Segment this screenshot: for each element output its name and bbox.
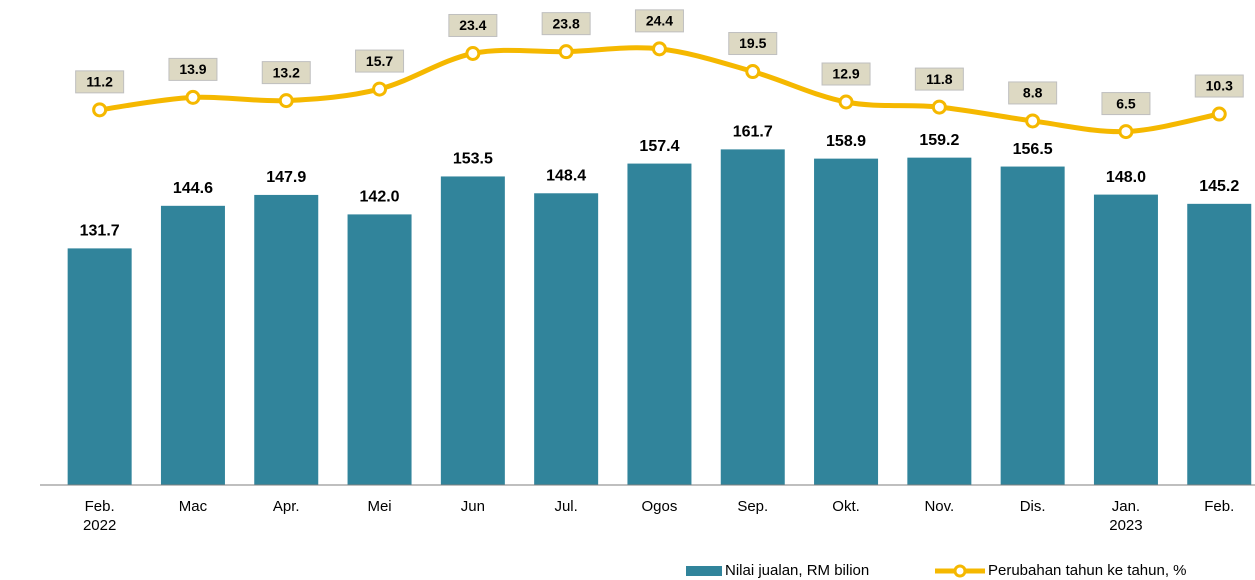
x-tick-label: Nov. [924, 498, 955, 515]
line-value-label: 23.4 [459, 17, 486, 33]
line-point [838, 94, 854, 110]
bar-value-label: 144.6 [173, 180, 213, 197]
legend-label: Nilai jualan, RM bilion [725, 562, 869, 579]
bar [720, 149, 785, 485]
bar [347, 214, 412, 485]
x-tick-label: Mac [178, 498, 208, 515]
line-point [651, 41, 667, 57]
x-tick-label: Jun [460, 498, 485, 515]
line-value-label: 12.9 [832, 66, 859, 82]
bar-value-label: 148.0 [1106, 169, 1146, 186]
line-value-label: 15.7 [366, 53, 393, 69]
bar [534, 193, 599, 485]
bar-value-label: 147.9 [266, 169, 306, 186]
legend-swatch-point [953, 564, 967, 578]
bar-value-label: 159.2 [919, 132, 959, 149]
line-point [92, 102, 108, 118]
label-box [1194, 74, 1244, 98]
x-tick-label: Feb. 2022 [82, 498, 117, 534]
bar [1000, 166, 1065, 486]
bar-value-label: 153.5 [453, 151, 493, 168]
bar-value-label: 157.4 [639, 138, 679, 155]
line-value-label: 13.2 [273, 64, 300, 80]
line-point [1118, 124, 1134, 140]
line-point [745, 64, 761, 80]
line-value-label: 13.9 [179, 61, 206, 77]
bar [1187, 203, 1252, 485]
x-tick-label: Sep. [737, 498, 769, 515]
label-box [541, 12, 591, 36]
x-tick-label: Feb. [1204, 498, 1235, 515]
label-box [728, 32, 778, 56]
line-point [1025, 113, 1041, 129]
label-box [634, 9, 684, 33]
legend-swatch [686, 566, 722, 576]
label-box [1008, 81, 1058, 105]
x-tick-label: Jan. 2023 [1109, 498, 1143, 534]
legend-label: Perubahan tahun ke tahun, % [988, 562, 1187, 579]
label-box [914, 67, 964, 91]
label-box [448, 13, 498, 37]
bar-value-label: 148.4 [546, 167, 586, 184]
bar [814, 158, 879, 485]
label-box [355, 49, 405, 73]
line-value-label: 6.5 [1116, 95, 1136, 111]
line-value-label: 24.4 [646, 13, 673, 29]
bar-value-label: 145.2 [1199, 178, 1239, 195]
line-value-label: 8.8 [1023, 85, 1043, 101]
line-point [1211, 106, 1227, 122]
bar-value-label: 131.7 [80, 223, 120, 240]
line-point [185, 89, 201, 105]
bar [627, 163, 692, 485]
x-tick-label: Apr. [272, 498, 300, 515]
bar-value-label: 161.7 [733, 124, 773, 141]
label-box [1101, 92, 1151, 116]
line-point [558, 44, 574, 60]
line-point [465, 45, 481, 61]
line-point [372, 81, 388, 97]
x-tick-label: Okt. [832, 498, 860, 515]
line-value-label: 11.8 [926, 71, 953, 87]
label-box [821, 62, 871, 86]
label-box [261, 61, 311, 85]
bar [907, 157, 972, 485]
line-value-label: 19.5 [739, 35, 766, 51]
x-tick-label: Jul. [554, 498, 578, 515]
line-value-label: 11.2 [86, 74, 113, 90]
line-value-label: 10.3 [1206, 78, 1233, 94]
x-tick-label: Mei [367, 498, 392, 515]
bar [160, 205, 225, 485]
line-point [278, 93, 294, 109]
bar-value-label: 158.9 [826, 133, 866, 150]
label-box [75, 70, 125, 94]
x-tick-label: Dis. [1019, 498, 1046, 515]
bar [1093, 194, 1158, 485]
bar [254, 194, 319, 485]
bar-value-label: 156.5 [1013, 141, 1053, 158]
bar [440, 176, 505, 485]
bar-value-label: 142.0 [360, 189, 400, 206]
label-box [168, 57, 218, 81]
x-tick-label: Ogos [641, 498, 678, 515]
line-point [931, 99, 947, 115]
line-value-label: 23.8 [553, 15, 580, 31]
bar [67, 248, 132, 485]
